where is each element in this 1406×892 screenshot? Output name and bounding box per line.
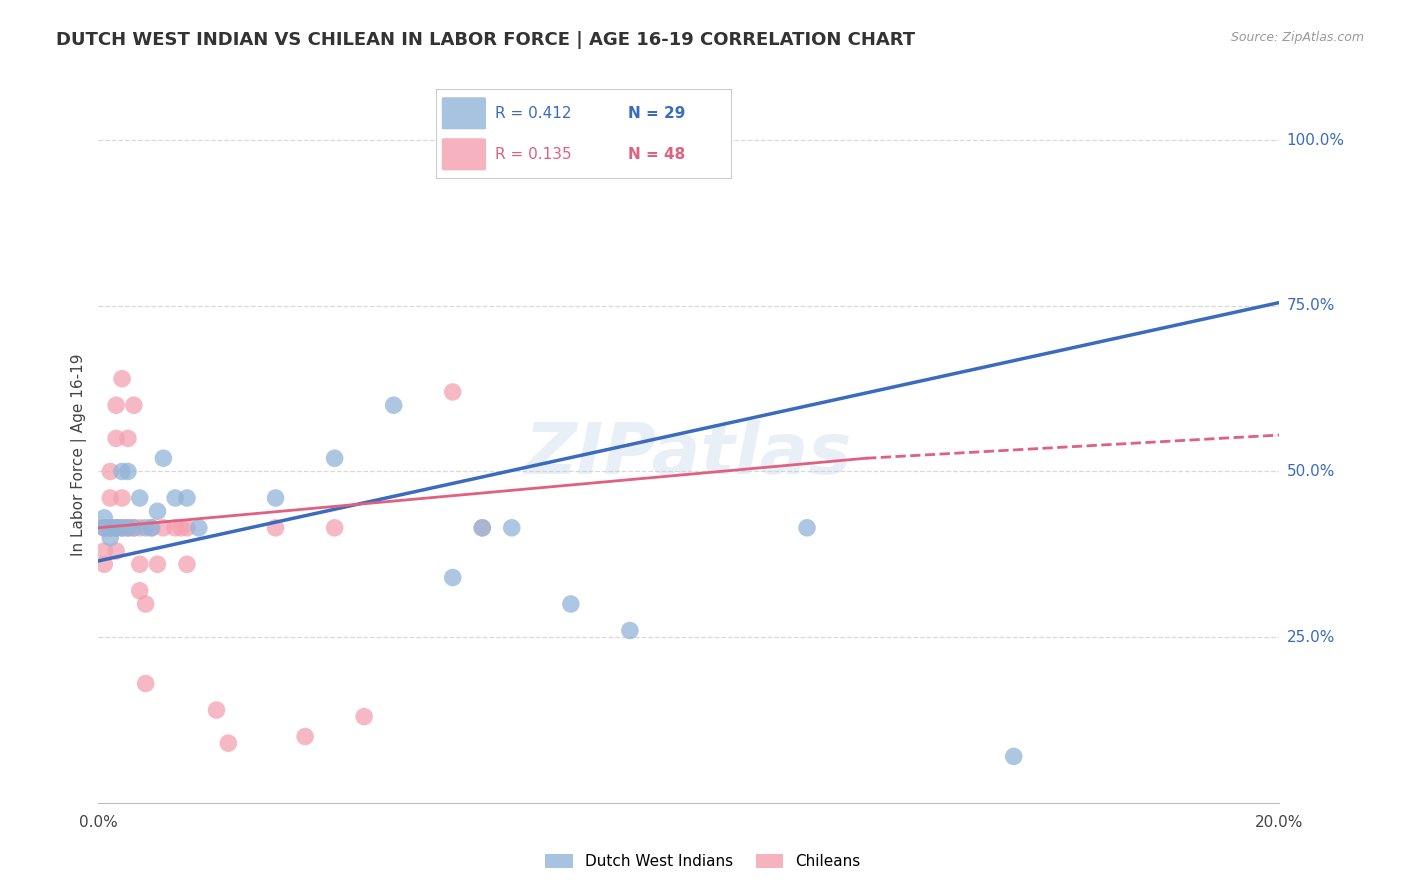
Point <box>128 558 150 572</box>
Point <box>111 521 134 535</box>
Point <box>294 730 316 744</box>
Point <box>98 521 121 535</box>
Text: N = 48: N = 48 <box>627 147 685 161</box>
Point <box>471 521 494 535</box>
Point <box>117 521 139 535</box>
Point <box>135 521 157 535</box>
Text: 100.0%: 100.0% <box>1286 133 1344 148</box>
Point <box>264 491 287 505</box>
Point <box>98 521 121 535</box>
Point <box>98 521 121 535</box>
Text: R = 0.412: R = 0.412 <box>495 106 571 120</box>
Text: N = 29: N = 29 <box>627 106 685 120</box>
Point <box>117 431 139 445</box>
Point <box>93 521 115 535</box>
Point <box>105 521 128 535</box>
Point <box>122 398 145 412</box>
Point <box>353 709 375 723</box>
Point <box>111 491 134 505</box>
Point <box>105 398 128 412</box>
Point <box>205 703 228 717</box>
Text: R = 0.135: R = 0.135 <box>495 147 571 161</box>
Text: Source: ZipAtlas.com: Source: ZipAtlas.com <box>1230 31 1364 45</box>
Point <box>217 736 239 750</box>
Point <box>471 521 494 535</box>
Point <box>128 521 150 535</box>
Point <box>105 521 128 535</box>
Point <box>117 521 139 535</box>
Point <box>441 384 464 399</box>
Point <box>323 521 346 535</box>
Point <box>117 521 139 535</box>
Point <box>105 521 128 535</box>
Text: DUTCH WEST INDIAN VS CHILEAN IN LABOR FORCE | AGE 16-19 CORRELATION CHART: DUTCH WEST INDIAN VS CHILEAN IN LABOR FO… <box>56 31 915 49</box>
Point <box>382 398 405 412</box>
Point <box>105 431 128 445</box>
Text: 50.0%: 50.0% <box>1286 464 1334 479</box>
Point <box>93 544 115 558</box>
Point <box>560 133 582 147</box>
Point <box>141 521 163 535</box>
Point <box>187 521 209 535</box>
Point <box>135 676 157 690</box>
Point <box>93 558 115 572</box>
Point <box>98 491 121 505</box>
Point <box>501 133 523 147</box>
Point <box>146 558 169 572</box>
Point <box>176 558 198 572</box>
Point <box>93 511 115 525</box>
Point <box>501 133 523 147</box>
Y-axis label: In Labor Force | Age 16-19: In Labor Force | Age 16-19 <box>72 353 87 557</box>
Text: ZIPatlas: ZIPatlas <box>526 420 852 490</box>
Point <box>111 521 134 535</box>
Point <box>165 491 187 505</box>
FancyBboxPatch shape <box>441 97 486 129</box>
Point <box>176 491 198 505</box>
Point <box>93 521 115 535</box>
Point <box>122 521 145 535</box>
Point <box>170 521 193 535</box>
Point <box>135 597 157 611</box>
Point <box>117 465 139 479</box>
Point <box>152 451 174 466</box>
Point <box>1002 749 1025 764</box>
Point <box>264 521 287 535</box>
Point <box>441 570 464 584</box>
Text: 25.0%: 25.0% <box>1286 630 1334 645</box>
FancyBboxPatch shape <box>441 138 486 170</box>
Point <box>323 451 346 466</box>
Point <box>176 521 198 535</box>
Text: 75.0%: 75.0% <box>1286 298 1334 313</box>
Point <box>105 521 128 535</box>
Point <box>111 372 134 386</box>
Point <box>152 521 174 535</box>
Point <box>501 521 523 535</box>
Point <box>111 465 134 479</box>
Point <box>796 521 818 535</box>
Point <box>111 521 134 535</box>
Point <box>560 133 582 147</box>
Point <box>98 465 121 479</box>
Point <box>165 521 187 535</box>
Point <box>141 521 163 535</box>
Point <box>128 583 150 598</box>
Point <box>105 544 128 558</box>
Point <box>98 521 121 535</box>
Point <box>122 521 145 535</box>
Point <box>98 531 121 545</box>
Point <box>146 504 169 518</box>
Legend: Dutch West Indians, Chileans: Dutch West Indians, Chileans <box>538 848 868 875</box>
Point <box>128 491 150 505</box>
Point <box>93 521 115 535</box>
Point <box>619 624 641 638</box>
Point <box>560 597 582 611</box>
